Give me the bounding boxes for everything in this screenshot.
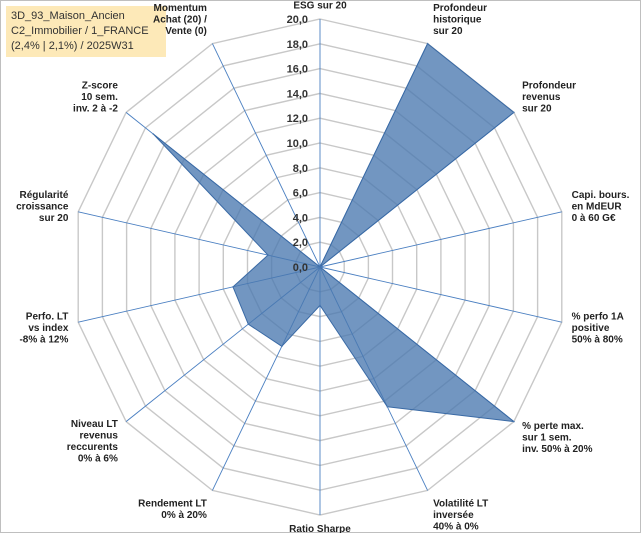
radar-series-layer: [152, 42, 515, 423]
axis-label-line: en MdEUR: [572, 201, 623, 212]
tick-label: 8,0: [293, 163, 308, 175]
axis-label-line: Rendement LT: [138, 499, 207, 510]
info-line-2: C2_Immobilier / 1_FRANCE: [11, 25, 149, 37]
axis-label-line: croissance: [16, 201, 69, 212]
series-point: [319, 304, 321, 307]
tick-label: 0,0: [293, 262, 308, 274]
axis-label-line: 10 sem.: [81, 92, 118, 103]
tick-label: 20,0: [287, 14, 308, 26]
tick-label: 2,0: [293, 237, 308, 249]
axis-label-line: 0 à 60 G€: [572, 213, 616, 224]
axis-label-line: sur 20: [39, 213, 69, 224]
axis-label: Niveau LT revenus reccurents 0% à 6%: [67, 419, 119, 465]
series-point: [267, 254, 269, 256]
radar-tick-labels: 0,0 2,0 4,0 6,0 8,0 10,0 12,0 14,0 16,0 18,0 20,0: [287, 14, 308, 274]
info-line-1: 3D_93_Maison_Ancien: [11, 10, 125, 22]
axis-label-line: Régularité: [19, 190, 68, 201]
axis-label-line: % perfo 1A: [572, 312, 624, 323]
axis-label: Régularité croissance sur 20: [16, 190, 69, 224]
series-point: [247, 323, 250, 326]
axis-label-line: Z-score: [82, 80, 119, 91]
axis-label-line: 0% à 6%: [78, 454, 118, 465]
axis-label-line: Volatilité LT: [433, 499, 488, 510]
axis-label-line: revenus: [80, 431, 119, 442]
tick-label: 18,0: [287, 39, 308, 51]
axis-label-line: positive: [572, 323, 610, 334]
axis-label-line: sur 1 sem.: [522, 433, 572, 444]
tick-label: 14,0: [287, 88, 308, 100]
axis-label-line: Vente (0): [165, 26, 207, 37]
axis-spoke: [319, 211, 562, 268]
tick-label: 16,0: [287, 64, 308, 76]
axis-label-line: 40% à 0%: [433, 522, 479, 533]
axis-label-line: inv. 2 à -2: [73, 103, 118, 114]
info-line-3: (2,4% | 2,1%) / 2025W31: [11, 40, 134, 52]
series-point: [152, 133, 155, 135]
axis-label: Momentum Achat (20) / Vente (0): [153, 3, 207, 37]
axis-label: Rendement LT 0% à 20%: [138, 499, 207, 521]
axis-label-line: Profondeur: [433, 3, 487, 14]
axis-label-line: Profondeur: [522, 80, 576, 91]
info-box: 3D_93_Maison_Ancien C2_Immobilier / 1_FR…: [6, 6, 166, 57]
axis-spoke: [319, 266, 562, 323]
axis-label-line: Ratio Sharpe: [289, 524, 351, 533]
axis-label-line: reccurents: [67, 442, 119, 453]
series-point: [319, 266, 321, 268]
tick-label: 6,0: [293, 188, 308, 200]
series-point: [513, 111, 515, 114]
axis-label-line: 50% à 80%: [572, 335, 623, 346]
series-point: [426, 42, 429, 45]
axis-label: Volatilité LT inversée 40% à 0%: [433, 499, 488, 533]
axis-label-line: inversée: [433, 510, 474, 521]
tick-label: 10,0: [287, 138, 308, 150]
series-area: [152, 43, 515, 423]
axis-label: Profondeur revenus sur 20: [522, 80, 576, 114]
axis-label-line: historique: [433, 14, 482, 25]
axis-label: % perte max. sur 1 sem. inv. 50% à 20%: [522, 421, 593, 455]
series-point: [513, 420, 515, 423]
series-point: [281, 345, 283, 348]
axis-label-line: Niveau LT: [71, 419, 118, 430]
axis-label: Profondeur historique sur 20: [433, 3, 487, 37]
axis-label: Perfo. LT vs index -8% à 12%: [19, 312, 68, 346]
axis-spoke: [211, 43, 321, 268]
axis-label-line: sur 20: [522, 103, 552, 114]
axis-label-line: Perfo. LT: [26, 312, 69, 323]
axis-label-line: -8% à 12%: [19, 335, 68, 346]
axis-label-line: % perte max.: [522, 421, 584, 432]
axis-label-line: Capi. bours.: [572, 190, 630, 201]
tick-label: 12,0: [287, 113, 308, 125]
axis-label-line: sur 20: [433, 26, 463, 37]
tick-label: 4,0: [293, 212, 308, 224]
series-point: [386, 405, 389, 408]
axis-label-line: inv. 50% à 20%: [522, 444, 593, 455]
axis-label-line: vs index: [28, 323, 68, 334]
axis-label: % perfo 1A positive 50% à 80%: [572, 312, 624, 346]
axis-label: NoteESG sur 20: [293, 0, 347, 12]
axis-label: Capi. bours. en MdEUR 0 à 60 G€: [572, 190, 630, 224]
axis-label: Z-score 10 sem. inv. 2 à -2: [73, 80, 118, 114]
axis-label-line: Achat (20) /: [153, 14, 207, 25]
axis-label-line: ESG sur 20: [293, 1, 347, 12]
series-point: [232, 286, 234, 288]
axis-label-line: 0% à 20%: [161, 510, 207, 521]
axis-label: Ratio Sharpe0 à 1: [289, 524, 351, 533]
axis-label-line: revenus: [522, 92, 561, 103]
axis-label-line: Momentum: [154, 3, 207, 14]
